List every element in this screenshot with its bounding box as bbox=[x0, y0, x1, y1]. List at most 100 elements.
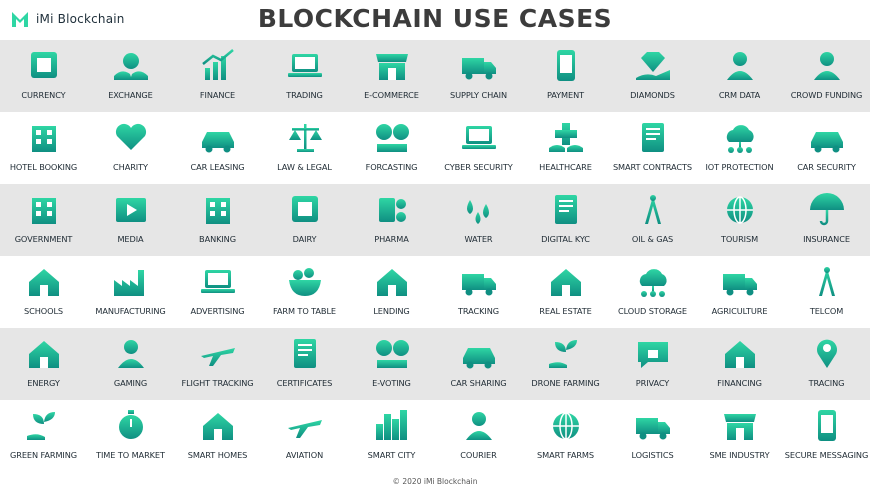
use-case-tile: AGRICULTURE bbox=[696, 256, 783, 328]
use-case-label: CURRENCY bbox=[21, 90, 66, 100]
phone-message-icon bbox=[817, 410, 836, 441]
use-case-label: TOURISM bbox=[720, 234, 759, 244]
pills-icon bbox=[378, 198, 406, 222]
courier-scooter-icon bbox=[465, 412, 492, 440]
use-case-label: TIME TO MARKET bbox=[96, 450, 165, 460]
use-case-tile: TELCOM bbox=[783, 256, 870, 328]
use-case-tile: SUPPLY CHAIN bbox=[435, 40, 522, 112]
use-case-tile: TRADING bbox=[261, 40, 348, 112]
use-case-tile: CURRENCY bbox=[0, 40, 87, 112]
use-case-label: LAW & LEGAL bbox=[277, 162, 332, 172]
use-case-tile: GOVERNMENT bbox=[0, 184, 87, 256]
use-case-label: GAMING bbox=[113, 378, 148, 388]
trading-laptop-icon bbox=[287, 54, 322, 77]
use-case-tile: ADVERTISING bbox=[174, 256, 261, 328]
use-case-label: E-VOTING bbox=[372, 378, 411, 388]
use-case-tile: ENERGY bbox=[0, 328, 87, 400]
radio-tower-icon bbox=[818, 267, 835, 296]
use-case-tile: PHARMA bbox=[348, 184, 435, 256]
use-case-tile: FINANCING bbox=[696, 328, 783, 400]
use-case-tile: E-VOTING bbox=[348, 328, 435, 400]
scales-icon bbox=[288, 124, 322, 152]
food-bowl-icon bbox=[288, 268, 321, 296]
gamer-headset-icon bbox=[117, 340, 144, 368]
use-case-tile: IOT PROTECTION bbox=[696, 112, 783, 184]
use-case-label: SMART FARMS bbox=[537, 450, 594, 460]
milk-carton-icon bbox=[291, 196, 318, 222]
use-case-label: TRACKING bbox=[458, 306, 499, 316]
use-case-tile: FINANCE bbox=[174, 40, 261, 112]
use-case-label: HOTEL BOOKING bbox=[9, 162, 78, 172]
hands-moneybag-icon bbox=[113, 53, 148, 80]
use-case-tile: TRACING bbox=[783, 328, 870, 400]
cloud-storage-icon bbox=[639, 269, 667, 297]
use-case-row: HOTEL BOOKING CHARITY CAR LEASING LAW & LEG… bbox=[0, 112, 870, 184]
supply-chain-icon bbox=[461, 58, 496, 80]
use-case-label: FINANCE bbox=[199, 90, 236, 100]
solar-house-icon bbox=[28, 341, 59, 368]
use-case-label: SUPPLY CHAIN bbox=[450, 90, 507, 100]
crm-team-icon bbox=[726, 52, 753, 80]
imi-logo-icon bbox=[12, 12, 28, 27]
use-case-label: WATER bbox=[464, 234, 493, 244]
use-case-label: SMART CITY bbox=[367, 450, 416, 460]
use-case-tile: FORCASTING bbox=[348, 112, 435, 184]
use-case-tile: CAR LEASING bbox=[174, 112, 261, 184]
car-lock-icon bbox=[810, 132, 843, 153]
chip-dollar-icon bbox=[30, 52, 57, 78]
use-case-tile: HEALTHCARE bbox=[522, 112, 609, 184]
use-case-label: GOVERNMENT bbox=[14, 234, 73, 244]
use-case-tile: LAW & LEGAL bbox=[261, 112, 348, 184]
use-case-tile: SMART HOMES bbox=[174, 400, 261, 474]
sprout-hand-icon bbox=[26, 412, 55, 440]
crowd-funding-icon bbox=[813, 52, 840, 80]
use-case-label: FINANCING bbox=[717, 378, 762, 388]
use-case-label: TRADING bbox=[286, 90, 323, 100]
use-case-label: PHARMA bbox=[374, 234, 409, 244]
umbrella-dollar-icon bbox=[809, 193, 844, 226]
use-case-label: SMART HOMES bbox=[187, 450, 248, 460]
use-case-tile: SME INDUSTRY bbox=[696, 400, 783, 474]
use-case-label: IOT PROTECTION bbox=[705, 162, 774, 172]
school-icon bbox=[28, 269, 59, 296]
use-case-row: GREEN FARMING TIME TO MARKET SMART HOMES AV… bbox=[0, 400, 870, 474]
use-case-label: AGRICULTURE bbox=[711, 306, 768, 316]
copyright-footer: © 2020 iMi Blockchain bbox=[392, 477, 478, 486]
use-case-tile: OIL & GAS bbox=[609, 184, 696, 256]
use-case-label: PAYMENT bbox=[546, 90, 585, 100]
use-case-tile: PAYMENT bbox=[522, 40, 609, 112]
use-case-row: SCHOOLS MANUFACTURING ADVERTISING FARM TO T… bbox=[0, 256, 870, 328]
use-case-tile: MANUFACTURING bbox=[87, 256, 174, 328]
use-case-label: SECURE MESSAGING bbox=[784, 450, 869, 460]
cloud-network-icon bbox=[726, 125, 754, 153]
use-case-label: GREEN FARMING bbox=[9, 450, 77, 460]
use-case-tile: BANKING bbox=[174, 184, 261, 256]
use-case-tile: SMART FARMS bbox=[522, 400, 609, 474]
use-case-label: BANKING bbox=[199, 234, 236, 244]
use-case-label: TRACING bbox=[808, 378, 845, 388]
use-case-tile: WATER bbox=[435, 184, 522, 256]
use-case-tile: COURIER bbox=[435, 400, 522, 474]
use-case-tile: E-COMMERCE bbox=[348, 40, 435, 112]
use-case-tile: DAIRY bbox=[261, 184, 348, 256]
use-case-label: MANUFACTURING bbox=[95, 306, 166, 316]
use-case-tile: CAR SECURITY bbox=[783, 112, 870, 184]
brand-logo: iMi Blockchain bbox=[10, 8, 125, 30]
use-case-tile: CRM DATA bbox=[696, 40, 783, 112]
use-case-tile: HOTEL BOOKING bbox=[0, 112, 87, 184]
use-case-label: OIL & GAS bbox=[631, 234, 674, 244]
use-case-label: E-COMMERCE bbox=[364, 90, 419, 100]
tractor-icon bbox=[722, 274, 757, 296]
growth-chart-icon bbox=[201, 49, 234, 80]
use-case-label: SCHOOLS bbox=[23, 306, 64, 316]
farm-rooster-icon bbox=[552, 412, 579, 440]
use-case-label: COURIER bbox=[460, 450, 497, 460]
laptop-lock-icon bbox=[461, 126, 496, 149]
use-case-tile: GREEN FARMING bbox=[0, 400, 87, 474]
certificate-icon bbox=[293, 339, 316, 368]
smart-home-wifi-icon bbox=[202, 413, 233, 440]
megaphone-browser-icon bbox=[200, 270, 235, 293]
heart-hands-icon bbox=[115, 123, 146, 150]
use-case-tile: CAR SHARING bbox=[435, 328, 522, 400]
house-person-icon bbox=[550, 269, 581, 296]
